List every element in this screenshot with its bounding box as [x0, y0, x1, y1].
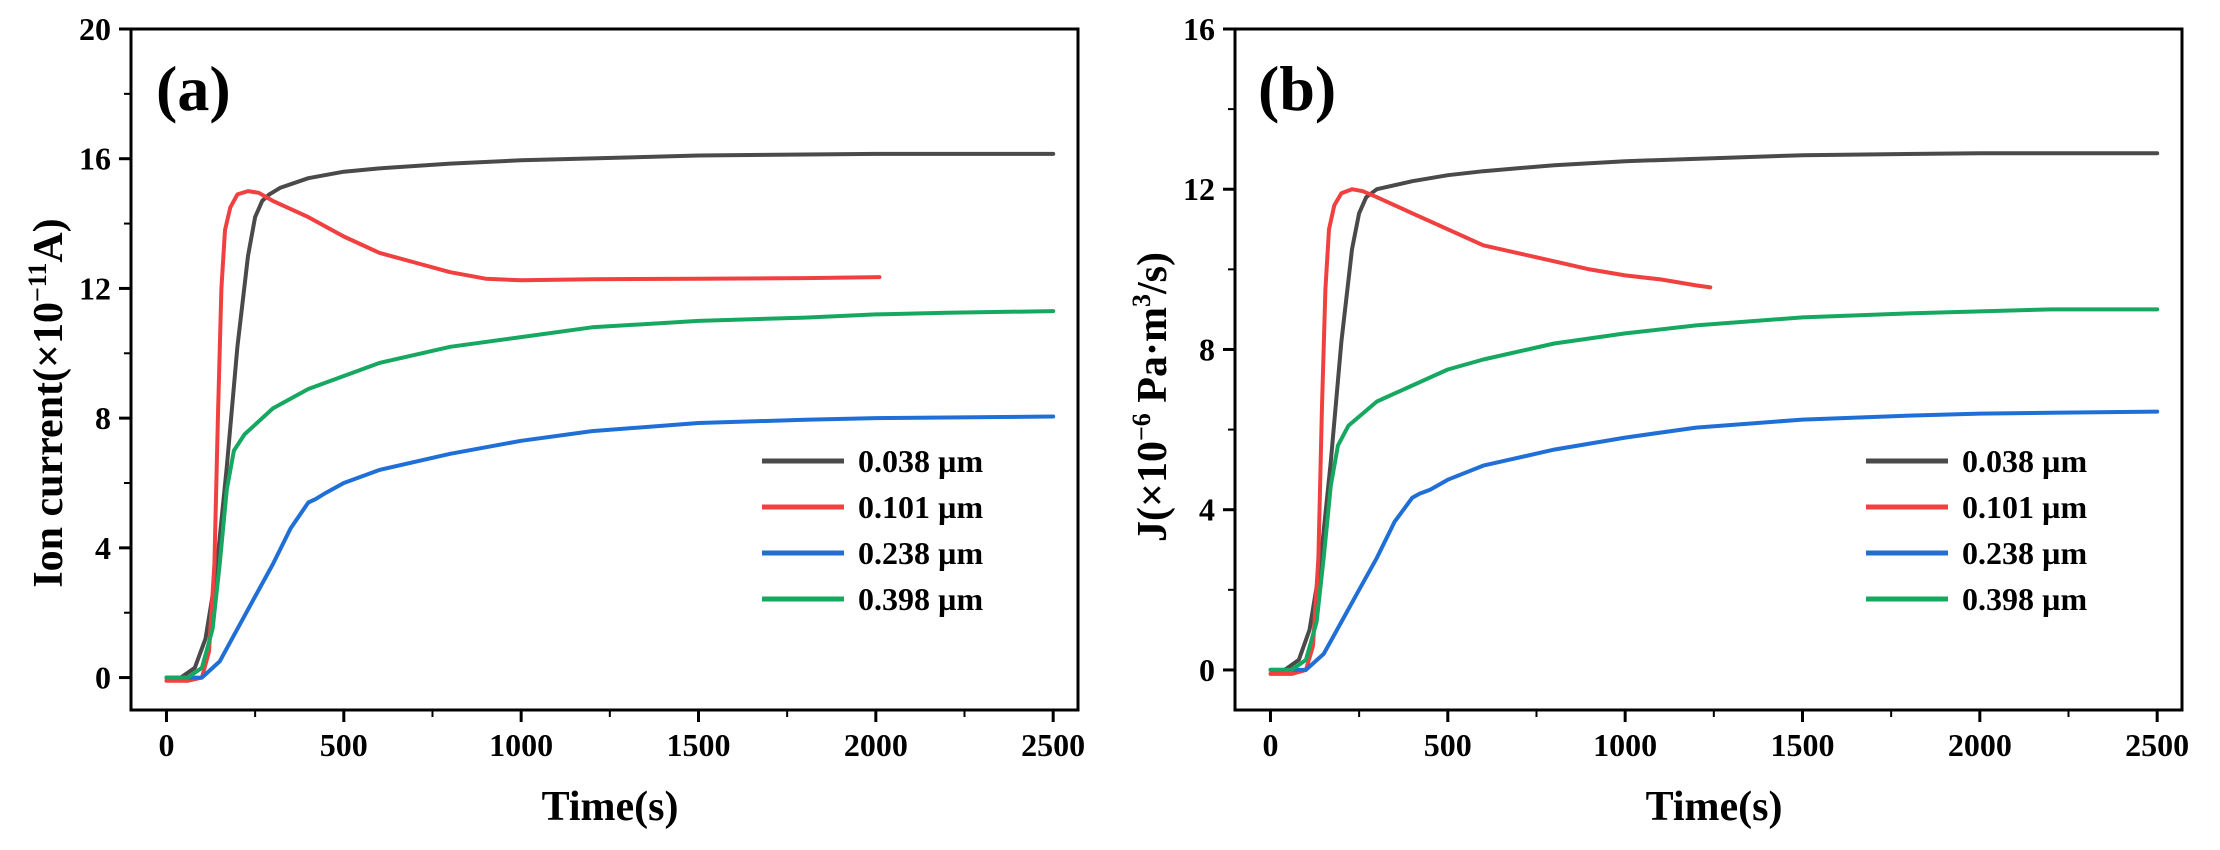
panel-a-ytick-label-3: 12: [79, 270, 111, 306]
panel-b-xtick-label-0: 0: [1262, 727, 1278, 763]
panel-a-xtick-label-2: 1000: [489, 727, 553, 763]
panel-b-series-line-2: [1268, 409, 2160, 672]
panel-a-xtick-label-0: 0: [158, 727, 174, 763]
panel-a-label: (a): [156, 53, 231, 124]
panel-a: (a) Time(s) Ion current(×10−11A) 0 500 100…: [23, 11, 1085, 830]
panel-b-ylabel: J(×10−6 Pa·m3/s): [1127, 252, 1176, 542]
panel-a-ylabel: Ion current(×10−11A): [23, 218, 72, 587]
panel-a-xtick-label-5: 2500: [1021, 727, 1085, 763]
panel-a-ytick-label-4: 16: [79, 141, 111, 177]
panel-a-ytick-label-1: 4: [95, 530, 111, 566]
panel-a-legend-label-3: 0.398 µm: [858, 581, 983, 617]
panel-b-legend-label-2: 0.238 µm: [1962, 535, 2087, 571]
panel-b-ytick-label-2: 8: [1199, 331, 1215, 367]
panel-a-legend-label-2: 0.238 µm: [858, 535, 983, 571]
panel-b-xlabel: Time(s): [1646, 784, 1783, 830]
panel-b-xtick-label-1: 500: [1424, 727, 1472, 763]
panel-a-legend-label-1: 0.101 µm: [858, 489, 983, 525]
panel-b-legend-label-1: 0.101 µm: [1962, 489, 2087, 525]
panel-b-legend: 0.038 µm 0.101 µm 0.238 µm 0.398 µm: [1866, 443, 2087, 617]
panel-b-xtick-label-5: 2500: [2125, 727, 2189, 763]
panel-b-series-line-3: [1268, 307, 2160, 672]
panel-a-legend: 0.038 µm 0.101 µm 0.238 µm 0.398 µm: [762, 443, 983, 617]
panel-a-ytick-label-5: 20: [79, 11, 111, 47]
panel-b-series-line-0: [1268, 151, 2160, 672]
panel-a-xtick-label-1: 500: [320, 727, 368, 763]
panel-b-series-line-1: [1268, 187, 1713, 676]
panel-b-plot-frame: [1233, 27, 2184, 712]
panel-b-ytick-label-1: 4: [1199, 492, 1215, 528]
panel-b: (b) Time(s) J(×10−6 Pa·m3/s) 0 500 1000 150…: [1127, 11, 2189, 830]
panel-a-series-line-3: [164, 309, 1056, 680]
panel-b-xtick-label-2: 1000: [1593, 727, 1657, 763]
panel-a-xlabel: Time(s): [542, 784, 679, 830]
panel-a-ytick-label-2: 8: [95, 400, 111, 436]
panel-a-series-line-2: [164, 414, 1056, 680]
panel-a-legend-label-0: 0.038 µm: [858, 443, 983, 479]
panel-b-xtick-label-4: 2000: [1948, 727, 2012, 763]
panel-b-legend-label-3: 0.398 µm: [1962, 581, 2087, 617]
panel-a-plot-frame: [129, 27, 1080, 712]
panel-b-ytick-label-3: 12: [1183, 171, 1215, 207]
panel-a-series-line-1: [164, 189, 882, 683]
panel-b-ytick-label-4: 16: [1183, 11, 1215, 47]
panel-b-legend-label-0: 0.038 µm: [1962, 443, 2087, 479]
panel-a-ytick-label-0: 0: [95, 660, 111, 696]
panel-b-ytick-label-0: 0: [1199, 652, 1215, 688]
panel-b-xtick-label-3: 1500: [1770, 727, 1834, 763]
panel-a-xtick-label-4: 2000: [844, 727, 908, 763]
panel-b-label: (b): [1258, 53, 1336, 124]
panel-a-xtick-label-3: 1500: [666, 727, 730, 763]
